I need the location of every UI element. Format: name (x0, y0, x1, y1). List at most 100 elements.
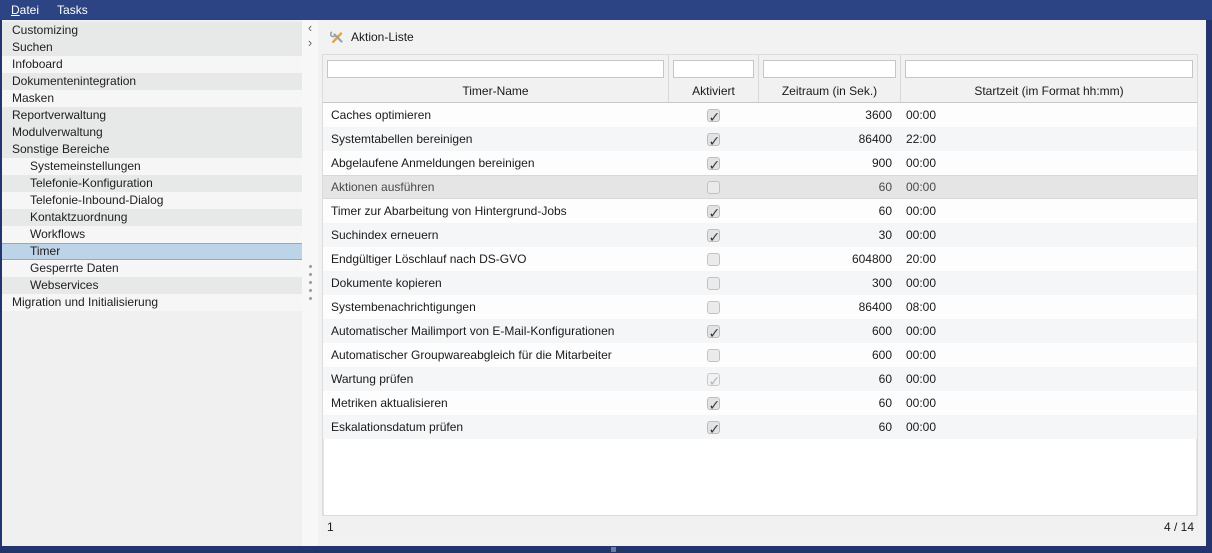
aktiviert-checkbox[interactable]: ✓ (706, 156, 720, 173)
cell-aktiviert (668, 247, 758, 271)
sidebar-item-sonstige-bereiche[interactable]: Sonstige Bereiche (2, 141, 302, 158)
cell-timer-name: Suchindex erneuern (331, 228, 439, 242)
sidebar-item-kontaktzuordnung[interactable]: Kontaktzuordnung (2, 209, 302, 226)
cell-aktiviert: ✓ (668, 391, 758, 415)
aktiviert-checkbox[interactable]: ✓ (706, 108, 720, 125)
cell-startzeit: 00:00 (906, 228, 937, 242)
sidebar-item-workflows[interactable]: Workflows (2, 226, 302, 243)
cell-timer-name: Eskalationsdatum prüfen (331, 420, 464, 434)
aktiviert-checkbox[interactable]: ✓ (706, 228, 720, 245)
filter-input-zeitraum-in-sek[interactable] (763, 60, 896, 78)
aktiviert-checkbox[interactable] (706, 252, 720, 266)
filter-input-startzeit-im-format-hh-mm[interactable] (905, 60, 1193, 78)
table-row[interactable]: Wartung prüfen ✓ 60 00:00 (323, 367, 1197, 391)
sidebar-item-migration-und-initialisierung[interactable]: Migration und Initialisierung (2, 294, 302, 311)
sidebar-item-modulverwaltung[interactable]: Modulverwaltung (2, 124, 302, 141)
column-header-startzeit-im-format-hh-mm[interactable]: Startzeit (im Format hh:mm) (900, 81, 1197, 102)
table-row[interactable]: Metriken aktualisieren ✓ 60 00:00 (323, 391, 1197, 415)
aktiviert-checkbox[interactable]: ✓ (706, 132, 720, 149)
page-title: Aktion-Liste (351, 30, 414, 44)
table-row[interactable]: Timer zur Abarbeitung von Hintergrund-Jo… (323, 199, 1197, 223)
table-row[interactable]: Suchindex erneuern ✓ 30 00:00 (323, 223, 1197, 247)
aktiviert-checkbox[interactable] (706, 180, 720, 194)
aktiviert-checkbox[interactable]: ✓ (706, 324, 720, 341)
column-header-zeitraum-in-sek[interactable]: Zeitraum (in Sek.) (758, 81, 900, 102)
sidebar-item-gesperrte-daten[interactable]: Gesperrte Daten (2, 260, 302, 277)
filter-cell-startzeit-im-format-hh-mm (900, 55, 1197, 81)
filter-input-timer-name[interactable] (327, 60, 664, 78)
aktiviert-checkbox[interactable] (706, 348, 720, 362)
cell-aktiviert: ✓ (668, 319, 758, 343)
aktiviert-checkbox[interactable] (706, 300, 720, 314)
table-rows: Caches optimieren ✓ 3600 00:00 Systemtabelle… (323, 103, 1197, 439)
aktiviert-checkbox[interactable]: ✓ (706, 372, 720, 389)
cell-timer-name: Abgelaufene Anmeldungen bereinigen (331, 156, 535, 170)
sidebar-item-customizing[interactable]: Customizing (2, 22, 302, 39)
sidebar-item-masken[interactable]: Masken (2, 90, 302, 107)
cell-zeitraum: 60 (878, 372, 892, 386)
cell-startzeit: 00:00 (906, 372, 937, 386)
aktiviert-checkbox[interactable]: ✓ (706, 420, 720, 437)
table-row[interactable]: Dokumente kopieren 300 00:00 (323, 271, 1197, 295)
menubar: Datei Tasks (0, 0, 1212, 20)
aktiviert-checkbox[interactable]: ✓ (706, 396, 720, 413)
cell-startzeit: 00:00 (906, 108, 937, 122)
table-row[interactable]: Eskalationsdatum prüfen ✓ 60 00:00 (323, 415, 1197, 439)
cell-timer-name: Timer zur Abarbeitung von Hintergrund-Jo… (331, 204, 567, 218)
splitter-grip-icon[interactable] (308, 265, 312, 300)
menu-item-datei[interactable]: Datei (2, 0, 48, 20)
aktiviert-checkbox[interactable]: ✓ (706, 204, 720, 221)
sidebar-item-infoboard[interactable]: Infoboard (2, 56, 302, 73)
sidebar-item-timer[interactable]: Timer (2, 243, 302, 260)
column-header-aktiviert[interactable]: Aktiviert (668, 81, 758, 102)
check-icon: ✓ (708, 324, 721, 341)
status-selection-position: 4 / 14 (1163, 520, 1194, 534)
column-header-timer-name[interactable]: Timer-Name (462, 84, 529, 98)
sidebar-item-telefonie-konfiguration[interactable]: Telefonie-Konfiguration (2, 175, 302, 192)
sidebar-item-suchen[interactable]: Suchen (2, 39, 302, 56)
aktiviert-checkbox[interactable] (706, 276, 720, 290)
table-row[interactable]: Automatischer Groupwareabgleich für die … (323, 343, 1197, 367)
cell-startzeit: 00:00 (906, 324, 937, 338)
table-row[interactable]: Caches optimieren ✓ 3600 00:00 (323, 103, 1197, 127)
cell-aktiviert: ✓ (668, 151, 758, 175)
menu-tasks-label: Tasks (57, 3, 88, 17)
filter-cell-timer-name (323, 55, 668, 81)
sidebar-item-dokumentenintegration[interactable]: Dokumentenintegration (2, 73, 302, 90)
sidebar-item-systemeinstellungen[interactable]: Systemeinstellungen (2, 158, 302, 175)
sidebar-item-telefonie-inbound-dialog[interactable]: Telefonie-Inbound-Dialog (2, 192, 302, 209)
check-icon: ✓ (708, 420, 721, 437)
sidebar-item-reportverwaltung[interactable]: Reportverwaltung (2, 107, 302, 124)
cell-aktiviert: ✓ (668, 199, 758, 223)
sidebar-splitter[interactable]: ‹ › (302, 20, 318, 546)
table-header-row: Timer-Name Aktiviert Zeitraum (in Sek.) Sta… (323, 81, 1197, 103)
table-row[interactable]: Aktionen ausführen 60 00:00 (323, 175, 1197, 199)
chevron-left-icon[interactable]: ‹ (307, 20, 313, 35)
cell-zeitraum: 300 (871, 276, 892, 290)
cell-zeitraum: 60 (878, 204, 892, 218)
filter-input-aktiviert[interactable] (673, 60, 754, 78)
table-row[interactable]: Automatischer Mailimport von E-Mail-Konf… (323, 319, 1197, 343)
content-area: Customizing Suchen Infoboard Dokumenteninte… (0, 20, 1212, 546)
cell-startzeit: 08:00 (906, 300, 937, 314)
cell-aktiviert (668, 295, 758, 319)
cell-timer-name: Systemtabellen bereinigen (331, 132, 473, 146)
table-row[interactable]: Systemtabellen bereinigen ✓ 86400 22:00 (323, 127, 1197, 151)
sidebar-item-webservices[interactable]: Webservices (2, 277, 302, 294)
cell-timer-name: Automatischer Groupwareabgleich für die … (331, 348, 612, 362)
menu-datei-accelerator: D (11, 3, 20, 17)
table-row[interactable]: Abgelaufene Anmeldungen bereinigen ✓ 900 00… (323, 151, 1197, 175)
table-row[interactable]: Endgültiger Löschlauf nach DS-GVO 604800 2… (323, 247, 1197, 271)
chevron-right-icon[interactable]: › (307, 35, 313, 50)
status-bar: 1 4 / 14 (322, 516, 1198, 538)
cell-timer-name: Automatischer Mailimport von E-Mail-Konf… (331, 324, 615, 338)
cell-timer-name: Aktionen ausführen (331, 180, 435, 194)
cell-startzeit: 00:00 (906, 420, 937, 434)
cell-aktiviert (668, 176, 758, 198)
table-row[interactable]: Systembenachrichtigungen 86400 08:00 (323, 295, 1197, 319)
cell-timer-name: Endgültiger Löschlauf nach DS-GVO (331, 252, 527, 266)
check-icon: ✓ (708, 108, 721, 125)
cell-aktiviert (668, 271, 758, 295)
menu-item-tasks[interactable]: Tasks (48, 0, 97, 20)
cell-zeitraum: 86400 (858, 300, 892, 314)
